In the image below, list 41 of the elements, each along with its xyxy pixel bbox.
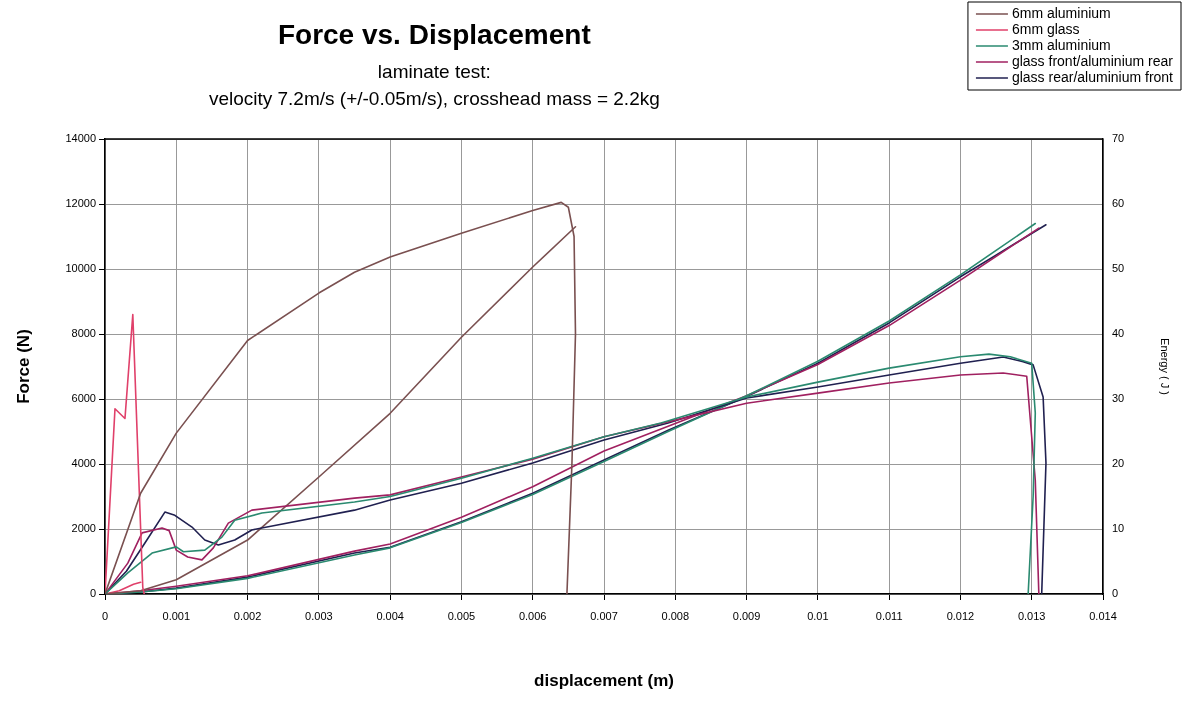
y2-tick-label: 0 (1112, 587, 1119, 600)
x-tick-label: 0.013 (1017, 609, 1046, 622)
y-tick-label: 4000 (71, 457, 96, 470)
x-tick-label: 0.007 (590, 609, 618, 622)
y2-axis-title: Energy ( J ) (1159, 338, 1172, 395)
x-tick-label: 0.014 (1089, 609, 1117, 622)
y-tick-label: 14000 (65, 132, 96, 145)
x-axis-title: displacement (m) (534, 671, 674, 691)
legend-label: glass rear/aluminium front (1011, 68, 1174, 85)
y-tick-label: 6000 (71, 392, 96, 405)
x-tick-label: 0.003 (305, 609, 333, 622)
x-tick-label: 0.006 (518, 609, 547, 622)
y-tick-label: 12000 (65, 197, 96, 210)
y2-tick-label: 40 (1112, 327, 1125, 340)
x-tick-label: 0.001 (162, 609, 191, 622)
y-tick-label: 2000 (71, 522, 96, 535)
y2-tick-label: 30 (1112, 392, 1125, 405)
chart-subtitle: laminate test: velocity 7.2m/s (+/-0.05m/s), crosshead mass = 2.2kg (208, 61, 660, 109)
y2-tick-label: 60 (1112, 197, 1125, 210)
legend-label: 3mm aluminium (1011, 36, 1111, 53)
x-tick-label: 0 (101, 609, 109, 622)
legend-label: glass front/aluminium rear (1011, 52, 1174, 69)
x-tick-label: 0.005 (447, 609, 476, 622)
x-tick-label: 0.012 (946, 609, 975, 622)
legend-label: 6mm glass (1011, 20, 1080, 37)
legend-label: 6mm aluminium (1011, 4, 1111, 21)
y2-tick-label: 70 (1112, 132, 1125, 145)
x-tick-label: 0.009 (732, 609, 761, 622)
y2-tick-label: 50 (1112, 262, 1125, 275)
x-tick-label: 0.002 (233, 609, 262, 622)
chart-title: Force vs. Displacement (277, 19, 591, 50)
y2-tick-label: 10 (1112, 522, 1125, 535)
y-tick-label: 0 (89, 587, 96, 600)
y-axis-title: Force (N) (13, 329, 33, 404)
y2-tick-label: 20 (1112, 457, 1125, 470)
x-tick-label: 0.004 (376, 609, 404, 622)
y-tick-label: 10000 (65, 262, 96, 275)
x-tick-label: 0.01 (807, 609, 829, 622)
x-tick-label: 0.008 (661, 609, 690, 622)
y-tick-label: 8000 (71, 327, 96, 340)
x-tick-label: 0.011 (875, 609, 903, 622)
